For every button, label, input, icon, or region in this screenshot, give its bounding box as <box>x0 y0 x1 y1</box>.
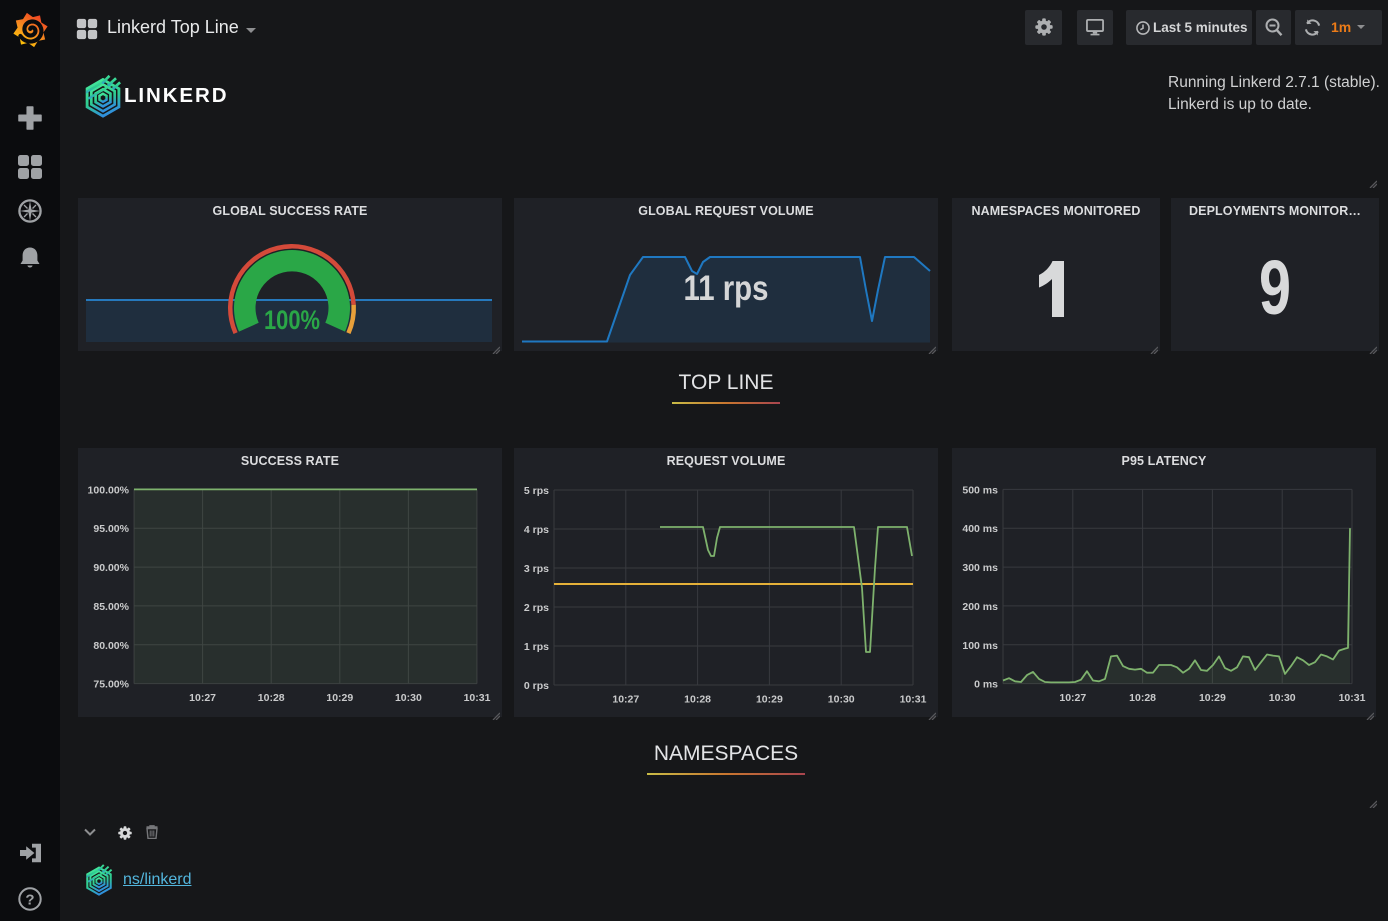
svg-text:10:30: 10:30 <box>828 694 855 706</box>
svg-text:10:30: 10:30 <box>1269 692 1296 704</box>
svg-text:9: 9 <box>1259 256 1291 318</box>
svg-text:?: ? <box>25 892 34 909</box>
svg-text:75.00%: 75.00% <box>93 679 129 691</box>
svg-text:11 rps: 11 rps <box>684 269 769 308</box>
svg-text:10:28: 10:28 <box>684 694 711 706</box>
svg-text:10:27: 10:27 <box>189 692 216 704</box>
svg-text:5 rps: 5 rps <box>524 485 549 497</box>
svg-text:10:27: 10:27 <box>612 694 639 706</box>
svg-text:10:28: 10:28 <box>1129 692 1156 704</box>
svg-text:0 ms: 0 ms <box>974 679 998 691</box>
svg-text:10:29: 10:29 <box>326 692 353 704</box>
svg-text:10:27: 10:27 <box>1059 692 1086 704</box>
svg-text:500 ms: 500 ms <box>962 484 998 496</box>
svg-text:10:31: 10:31 <box>464 692 491 704</box>
svg-text:10:30: 10:30 <box>395 692 422 704</box>
svg-text:80.00%: 80.00% <box>93 640 129 652</box>
svg-text:200 ms: 200 ms <box>962 601 998 613</box>
svg-text:0 rps: 0 rps <box>524 680 549 692</box>
svg-text:85.00%: 85.00% <box>93 601 129 613</box>
svg-text:90.00%: 90.00% <box>93 562 129 574</box>
svg-text:10:29: 10:29 <box>1199 692 1226 704</box>
svg-text:100 ms: 100 ms <box>962 640 998 652</box>
svg-text:1 rps: 1 rps <box>524 641 549 653</box>
svg-text:10:31: 10:31 <box>900 694 927 706</box>
svg-text:10:28: 10:28 <box>258 692 285 704</box>
svg-text:2 rps: 2 rps <box>524 602 549 614</box>
svg-text:400 ms: 400 ms <box>962 523 998 535</box>
svg-text:10:31: 10:31 <box>1339 692 1366 704</box>
svg-text:95.00%: 95.00% <box>93 523 129 535</box>
svg-text:100%: 100% <box>264 305 320 335</box>
svg-text:100.00%: 100.00% <box>88 484 130 496</box>
svg-text:4 rps: 4 rps <box>524 524 549 536</box>
svg-text:300 ms: 300 ms <box>962 562 998 574</box>
svg-text:3 rps: 3 rps <box>524 563 549 575</box>
svg-text:10:29: 10:29 <box>756 694 783 706</box>
